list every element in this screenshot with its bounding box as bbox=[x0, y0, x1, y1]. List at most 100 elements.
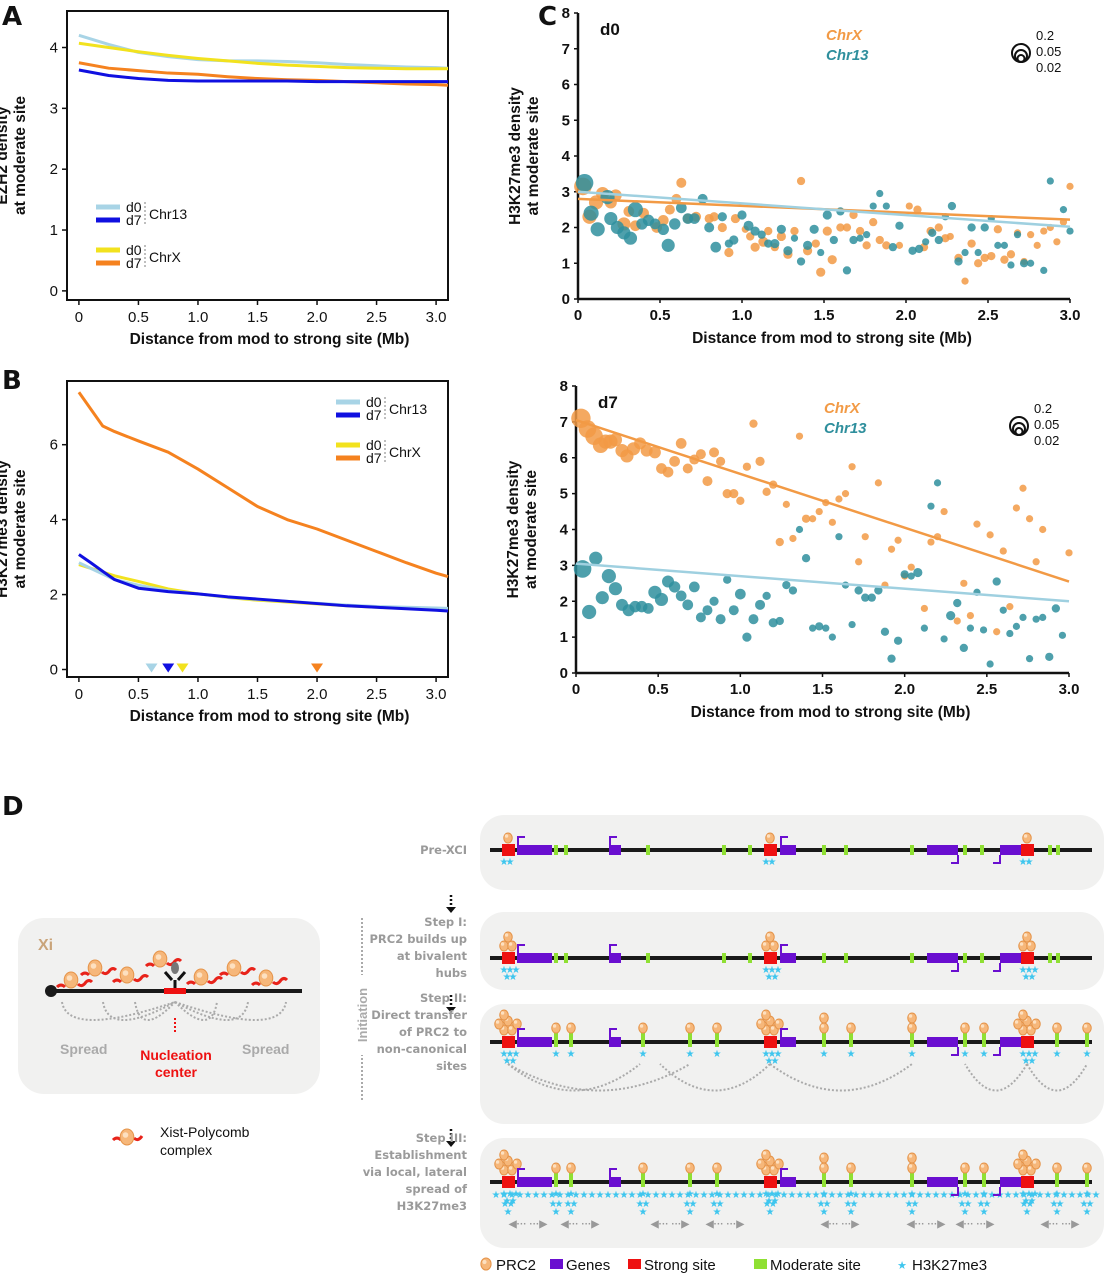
h3k27me3-star-icon: ★ bbox=[503, 972, 512, 983]
data-point bbox=[742, 462, 752, 471]
moderate-site bbox=[1056, 953, 1060, 963]
prc2-sphere bbox=[907, 1022, 917, 1034]
h3k27me3-star-icon: ★ bbox=[980, 1049, 989, 1060]
size-legend-label: 0.02 bbox=[1036, 60, 1061, 75]
h3k27me3-star-icon: ★ bbox=[1080, 1199, 1089, 1210]
gene-box bbox=[517, 845, 552, 855]
data-point bbox=[986, 531, 994, 539]
gene-box-icon bbox=[550, 1259, 563, 1269]
moderate-site bbox=[963, 953, 967, 963]
x-tick-label: 2.5 bbox=[366, 309, 387, 326]
y-tick-label: 3 bbox=[562, 184, 570, 201]
prc2-icon bbox=[819, 1022, 829, 1034]
x-tick-label: 0.5 bbox=[128, 686, 149, 703]
data-point bbox=[600, 190, 615, 205]
data-point bbox=[913, 205, 922, 214]
h3k27me3-star-icon: ★ bbox=[552, 1189, 561, 1200]
h3k27me3-star-icon: ★ bbox=[1025, 1049, 1034, 1060]
prc2-highlight bbox=[500, 1151, 505, 1155]
h3k27me3-star-icon: ★ bbox=[924, 1190, 933, 1201]
prc2-icon bbox=[712, 1162, 722, 1174]
transfer-arc bbox=[507, 1063, 691, 1092]
h3k27me3-star-icon: ★ bbox=[639, 1049, 648, 1060]
data-point bbox=[874, 479, 882, 487]
x-tick-label: 1.0 bbox=[188, 309, 209, 326]
data-point bbox=[809, 515, 817, 523]
h3k27me3-star-icon: ★ bbox=[509, 1056, 518, 1067]
data-point bbox=[967, 239, 976, 248]
prc2-sphere bbox=[494, 1158, 504, 1170]
step-down-arrowhead bbox=[446, 907, 456, 913]
x-tick-label: 2.5 bbox=[976, 681, 997, 698]
data-point bbox=[861, 593, 870, 602]
step-label-line: Step I: bbox=[424, 915, 467, 929]
series-line-chr13-d7 bbox=[78, 68, 448, 84]
prc2-highlight bbox=[567, 1164, 572, 1168]
moderate-site bbox=[554, 1172, 558, 1187]
moderate-site bbox=[980, 953, 984, 963]
data-point bbox=[676, 177, 687, 188]
h3k27me3-star-icon: ★ bbox=[1083, 1189, 1092, 1200]
prc2-icon bbox=[494, 1158, 504, 1170]
prc2-sphere bbox=[566, 1022, 576, 1034]
prc2-sphere bbox=[846, 1022, 856, 1034]
data-point bbox=[863, 231, 871, 239]
step-row-step-2: Step II: Direct transfer of PRC2 to non-can… bbox=[371, 991, 1104, 1124]
data-point bbox=[695, 612, 706, 623]
data-point bbox=[908, 246, 917, 255]
h3k27me3-star-icon: ★ bbox=[644, 1190, 653, 1201]
data-point bbox=[811, 239, 820, 248]
prc2-icon bbox=[761, 1009, 771, 1021]
step-row-pre-xci: Pre-XCI★★ ★★ ★★ bbox=[420, 815, 1104, 890]
data-point bbox=[974, 248, 982, 257]
prc2-icon bbox=[907, 1022, 917, 1034]
data-point bbox=[583, 205, 599, 221]
legend-label: d0 bbox=[126, 199, 142, 215]
h3k27me3-star-icon: ★ bbox=[756, 1190, 765, 1201]
prc2-icon bbox=[907, 1012, 917, 1024]
size-legend-circle bbox=[1016, 54, 1026, 63]
moderate-site bbox=[722, 953, 726, 963]
prc2-sphere bbox=[494, 1018, 504, 1030]
prc2-icon bbox=[846, 1162, 856, 1174]
data-point bbox=[1019, 613, 1027, 621]
step-label-line: spread of bbox=[406, 1182, 468, 1196]
moderate-site bbox=[564, 953, 568, 963]
h3k27me3-star-icon: ★ bbox=[1025, 857, 1034, 868]
prc2-highlight bbox=[639, 1164, 644, 1168]
h3k27me3-star-icon: ★ bbox=[620, 1190, 629, 1201]
data-point bbox=[728, 605, 739, 616]
prc2-highlight bbox=[1027, 1166, 1032, 1170]
data-point bbox=[803, 240, 813, 250]
h3k27me3-star-icon: ★ bbox=[732, 1190, 741, 1201]
data-point bbox=[966, 611, 975, 620]
data-point bbox=[775, 537, 784, 547]
moderate-site bbox=[1055, 1032, 1059, 1047]
prc2-icon bbox=[503, 931, 513, 943]
data-point bbox=[695, 449, 706, 460]
prc2-highlight bbox=[1083, 1164, 1088, 1168]
moderate-site bbox=[1056, 845, 1060, 855]
data-point bbox=[1013, 231, 1022, 239]
plot-frame bbox=[66, 380, 449, 678]
data-point bbox=[1006, 603, 1014, 611]
prc2-sphere bbox=[638, 1022, 648, 1034]
h3k27me3-star-icon: ★ bbox=[762, 857, 771, 868]
data-point bbox=[809, 624, 817, 632]
h3k27me3-star-icon: ★ bbox=[503, 1056, 512, 1067]
prc2-highlight bbox=[1019, 942, 1024, 946]
prc2-icon bbox=[193, 968, 209, 986]
lateral-spread-arrow-icon: ◀··· ···▶ bbox=[705, 1219, 745, 1230]
h3k27me3-star-icon: ★ bbox=[506, 857, 515, 868]
data-point bbox=[894, 536, 902, 544]
h3k27me3-star-icon: ★ bbox=[740, 1190, 749, 1201]
complex-legend-label-line1: Xist-Polycomb bbox=[160, 1124, 250, 1140]
prc2-icon bbox=[499, 1009, 509, 1021]
moderate-site bbox=[1048, 845, 1052, 855]
prc2-highlight bbox=[1019, 1011, 1024, 1015]
data-point bbox=[675, 438, 687, 449]
h3k27me3-star-icon: ★ bbox=[1019, 965, 1028, 976]
data-point bbox=[675, 590, 687, 602]
h3k27me3-star-icon: ★ bbox=[1028, 1196, 1037, 1207]
